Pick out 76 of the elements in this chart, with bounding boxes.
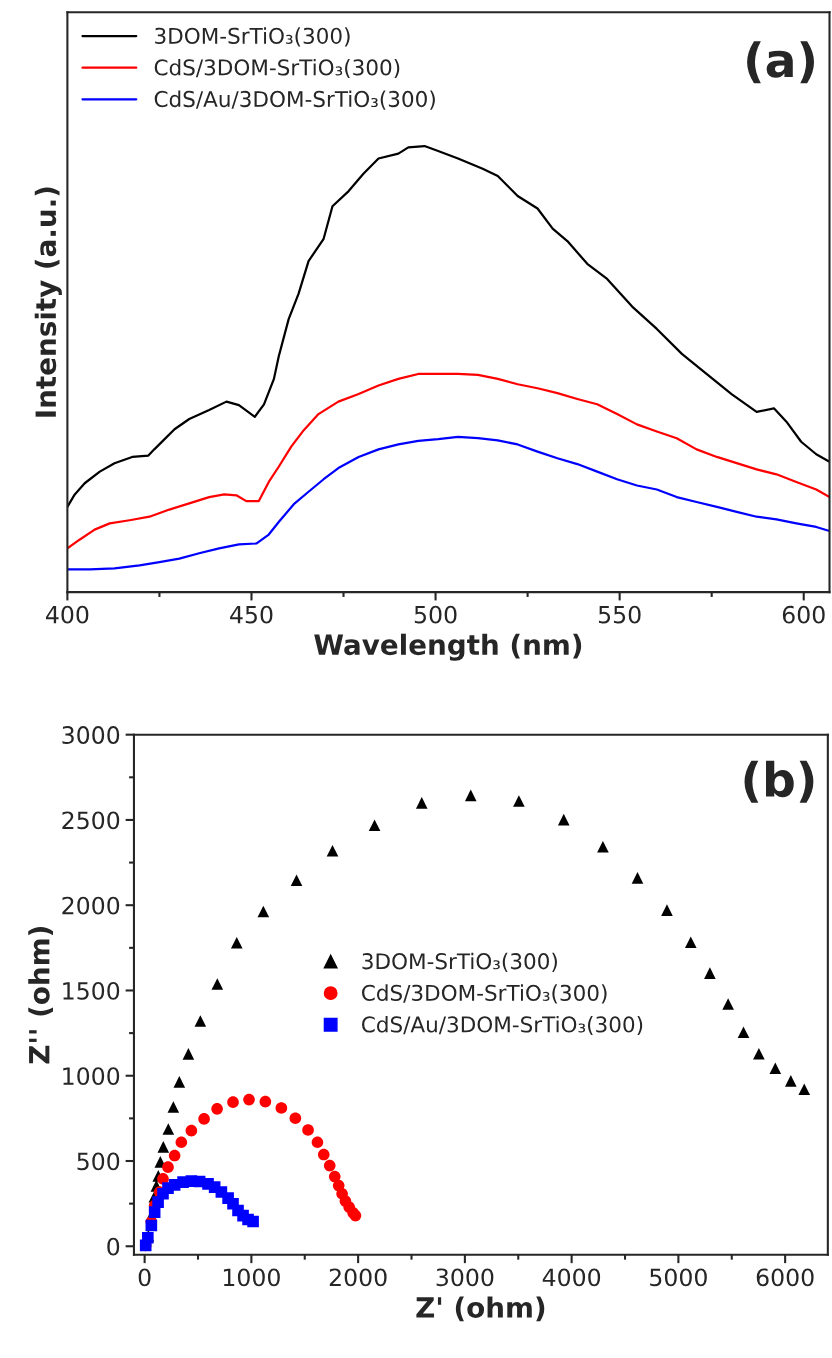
- point: [311, 1136, 324, 1149]
- point: [368, 819, 381, 832]
- point: [162, 1123, 175, 1135]
- y-tick-label: 1000: [63, 1067, 120, 1086]
- point: [557, 813, 570, 826]
- legend-label: 3DOM-SrTiO₃(300): [155, 27, 350, 47]
- point: [661, 904, 673, 916]
- point: [194, 1015, 207, 1027]
- x-tick-label: 6000: [756, 1268, 814, 1287]
- point: [259, 1095, 272, 1108]
- y-tick-label: 0: [107, 1237, 120, 1256]
- point: [167, 1101, 180, 1113]
- point: [182, 1048, 195, 1060]
- legend-label: CdS/3DOM-SrTiO₃(300): [362, 984, 607, 1004]
- point: [168, 1149, 181, 1162]
- point: [145, 1219, 158, 1232]
- point: [704, 967, 716, 979]
- point: [289, 1112, 302, 1125]
- x-axis-title: Wavelength (nm): [314, 633, 582, 661]
- point: [247, 1215, 259, 1228]
- point: [185, 1124, 198, 1137]
- point: [230, 936, 243, 949]
- y-axis-title: Z'' (ohm): [28, 927, 53, 1064]
- x-tick-label: 0: [138, 1268, 151, 1287]
- point: [317, 1148, 330, 1161]
- y-axis-title: Intensity (a.u.): [34, 187, 62, 417]
- point: [257, 905, 270, 918]
- point: [243, 1093, 255, 1106]
- point: [157, 1141, 170, 1153]
- point: [769, 1062, 782, 1075]
- point: [326, 845, 339, 857]
- point: [211, 1103, 223, 1115]
- x-tick-label: 400: [46, 605, 89, 624]
- point: [513, 795, 525, 807]
- text: (a): [747, 41, 815, 84]
- point: [198, 1113, 210, 1125]
- legend-label: CdS/3DOM-SrTiO₃(300): [154, 58, 400, 79]
- y-tick-label: 2500: [62, 811, 120, 830]
- point: [798, 1083, 811, 1096]
- point: [631, 872, 644, 884]
- y-tick-label: 2000: [62, 896, 120, 915]
- x-tick-label: 2000: [329, 1268, 387, 1287]
- point: [684, 936, 697, 949]
- point: [753, 1047, 765, 1060]
- legend-label: CdS/Au/3DOM-SrTiO₃(300): [154, 90, 435, 110]
- point: [290, 874, 303, 887]
- x-axis-title: Z' (ohm): [416, 1296, 545, 1322]
- y-tick-label: 500: [77, 1152, 120, 1171]
- x-tick-label: 500: [414, 605, 457, 624]
- point: [275, 1102, 288, 1114]
- point: [227, 1096, 239, 1108]
- point: [415, 797, 428, 809]
- x-tick-label: 450: [230, 605, 273, 624]
- point: [211, 978, 224, 990]
- point: [173, 1076, 186, 1088]
- point: [162, 1161, 174, 1173]
- y-tick-label: 3000: [62, 726, 120, 744]
- x-tick-label: 4000: [542, 1268, 601, 1287]
- point: [722, 998, 734, 1010]
- x-tick-label: 5000: [650, 1268, 707, 1287]
- annotation: (b): [744, 760, 814, 803]
- point: [737, 1026, 750, 1039]
- point: [328, 1170, 341, 1183]
- x-tick-label: 1000: [223, 1268, 280, 1287]
- point: [302, 1124, 314, 1136]
- point: [784, 1075, 797, 1087]
- point: [597, 840, 609, 853]
- x-tick-label: 600: [782, 605, 825, 624]
- x-tick-label: 550: [598, 605, 641, 624]
- y-tick-label: 1500: [63, 981, 120, 1000]
- point: [464, 789, 477, 802]
- x-tick-label: 3000: [436, 1268, 494, 1287]
- legend-label: CdS/Au/3DOM-SrTiO₃(300): [362, 1015, 643, 1036]
- point: [175, 1136, 188, 1149]
- legend-label: 3DOM-SrTiO₃(300): [362, 952, 557, 972]
- point: [323, 1159, 336, 1172]
